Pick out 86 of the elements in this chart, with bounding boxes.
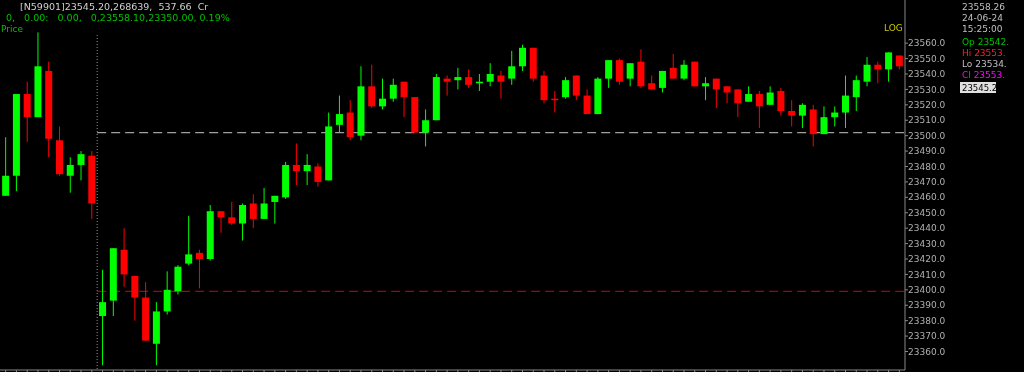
candlestick [723, 85, 731, 104]
y-tick-label: 23560.0 [908, 38, 946, 49]
candlestick [788, 99, 796, 127]
candlestick [77, 150, 85, 181]
candlestick [400, 81, 408, 118]
annotation: LOG [884, 23, 903, 33]
candlestick [486, 62, 494, 87]
candlestick [379, 78, 387, 110]
y-tick-label: 23470.0 [908, 177, 946, 188]
candlestick [615, 58, 623, 86]
text: Cl 23553. [962, 70, 1006, 80]
candlestick [195, 249, 203, 289]
y-tick-label: 23440.0 [908, 223, 946, 234]
y-tick-label: 23400.0 [908, 284, 946, 295]
y-tick-label: 23500.0 [908, 130, 946, 141]
y-tick-label: 23430.0 [908, 238, 946, 249]
candlestick [217, 210, 225, 234]
text: Lo 23534. [962, 59, 1007, 69]
candlestick [572, 75, 580, 101]
text: Op 23542. [962, 37, 1010, 47]
y-tick-label: 23380.0 [908, 315, 946, 326]
y-tick-label: 23370.0 [908, 331, 946, 342]
candlestick [626, 62, 634, 87]
candlestick [260, 187, 268, 220]
annotation: [N59901]23545.20,268639, 537.66 Cr [20, 1, 209, 12]
candlestick [454, 67, 462, 90]
candlestick [23, 81, 31, 143]
candlestick [562, 76, 570, 100]
y-tick-label: 23410.0 [908, 269, 946, 280]
candlestick [422, 108, 430, 147]
candlestick [842, 75, 850, 129]
candlestick [389, 78, 397, 103]
candlestick [228, 201, 236, 226]
text: 15:25:00 [962, 24, 1003, 34]
candlestick [443, 75, 451, 97]
candlestick [303, 153, 311, 186]
candlestick [465, 68, 473, 89]
y-tick-label: 23510.0 [908, 115, 946, 126]
candlestick [368, 64, 376, 109]
y-tick-label: 23450.0 [908, 207, 946, 218]
candlestick [766, 85, 774, 106]
candlestick [292, 142, 300, 186]
candlestick [680, 59, 688, 81]
candlestick [798, 102, 806, 129]
text: 23558.26 [962, 2, 1006, 12]
candlestick [605, 59, 613, 89]
candlestick [518, 44, 526, 72]
y-tick-label: 23540.0 [908, 69, 946, 80]
y-tick-label: 23460.0 [908, 192, 946, 203]
candlestick [820, 105, 828, 135]
text: Hi 23553. [962, 48, 1006, 58]
candlestick [239, 203, 247, 241]
candlestick [583, 88, 591, 115]
candlestick [777, 87, 785, 117]
y-tick-label: 23530.0 [908, 84, 946, 95]
candlestick [863, 56, 871, 87]
y-tick-label: 23390.0 [908, 300, 946, 311]
y-tick-label: 23520.0 [908, 99, 946, 110]
candlestick [2, 136, 10, 197]
candlestick [702, 76, 710, 101]
candlestick [271, 195, 279, 225]
y-tick-label: 23490.0 [908, 146, 946, 157]
annotation: 0, 0.00: 0.00, 0,23558.10,23350.00, 0.19% [6, 12, 230, 23]
candlestick [99, 269, 107, 366]
candlestick [163, 270, 171, 315]
annotation: Price [1, 24, 24, 34]
candlestick [335, 95, 343, 134]
candlestick [508, 50, 516, 86]
y-tick-label: 23360.0 [908, 346, 946, 357]
y-tick-label: 23550.0 [908, 53, 946, 64]
candlestick [852, 75, 860, 112]
candlestick [712, 78, 720, 109]
candlestick [755, 90, 763, 129]
candlestick [66, 156, 74, 194]
candlestick [734, 88, 742, 118]
candlestick [131, 275, 139, 322]
candlestick [497, 70, 505, 100]
candlestick [885, 51, 893, 83]
text: 23545.2 [962, 82, 998, 93]
candlestick [185, 215, 193, 266]
candlestick [249, 193, 257, 229]
candlestick [314, 162, 322, 188]
y-tick-label: 23420.0 [908, 254, 946, 265]
candlestick [669, 53, 677, 80]
text: 24-06-24 [962, 13, 1004, 23]
y-tick-label: 23480.0 [908, 161, 946, 172]
